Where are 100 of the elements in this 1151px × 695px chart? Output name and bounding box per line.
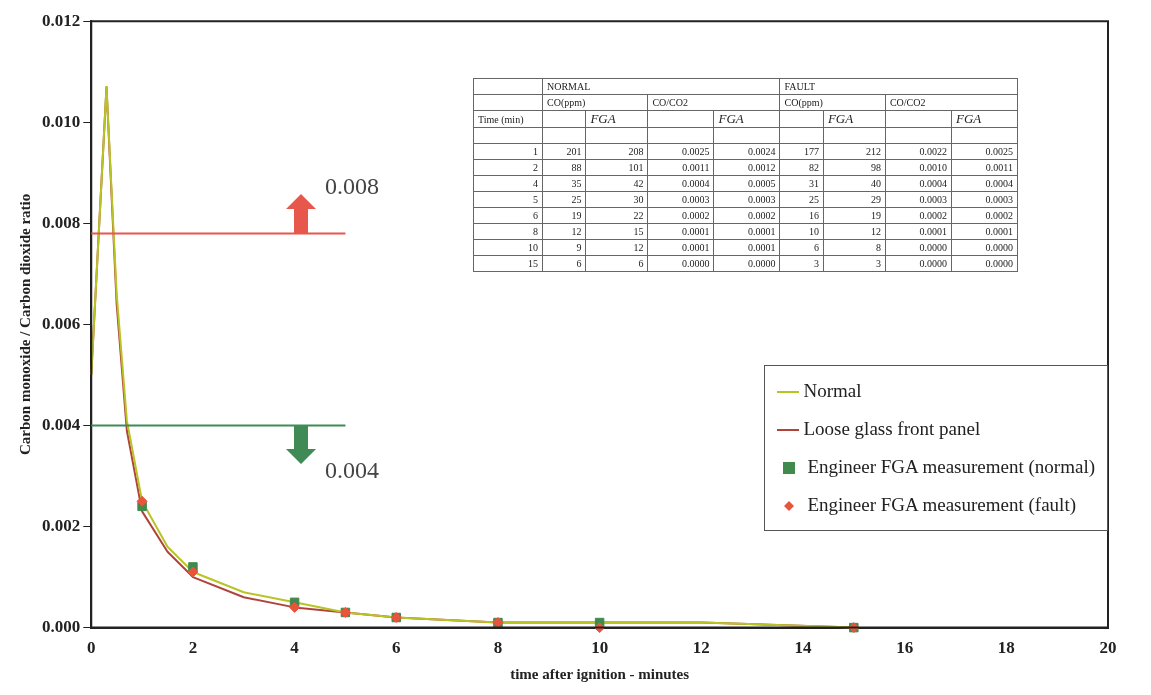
text: 0.0003 (985, 194, 1013, 205)
category-label: FGA (951, 110, 1018, 128)
text: 0.0002 (985, 210, 1013, 221)
text: 101 (628, 162, 644, 173)
text: 25 (808, 194, 819, 205)
text: 0.0002 (747, 210, 776, 221)
text: 10 (808, 226, 819, 237)
x-tick-label: 8 (493, 638, 503, 658)
text: 22 (633, 210, 644, 221)
text: 0.0003 (919, 194, 947, 205)
x-tick-label: 2 (188, 638, 198, 658)
x-tick-label: 10 (591, 638, 609, 658)
text: 0.0000 (747, 258, 776, 269)
y-axis-title: Carbon monoxide / Carbon dioxide ratio (16, 193, 33, 456)
x-tick-label: 12 (692, 638, 710, 658)
x-axis-title: time after ignition - minutes (510, 665, 690, 682)
text: 88 (571, 162, 582, 173)
text: 35 (571, 178, 582, 189)
text: 177 (803, 146, 819, 157)
text: 0.0004 (681, 178, 710, 189)
text: 0.0025 (985, 146, 1013, 157)
text: 0.0011 (682, 162, 710, 173)
x-tick-label: 16 (896, 638, 914, 658)
text: 0.0000 (919, 258, 947, 269)
text: 6 (576, 258, 582, 269)
ref-line-label: 0.008 (325, 172, 380, 199)
legend-label: Loose glass front panel (802, 416, 982, 441)
annotation: Time (min) (473, 110, 543, 128)
text: 0.0025 (681, 146, 710, 157)
text: 9 (576, 242, 582, 253)
text: 0.0004 (919, 178, 947, 189)
category-label: 6 (638, 258, 644, 269)
x-tick-label: 4 (290, 638, 300, 658)
text: 31 (808, 178, 819, 189)
text: 0.0002 (681, 210, 710, 221)
text: 25 (571, 194, 582, 205)
category-label: 1 (533, 146, 538, 157)
text: 0.0003 (681, 194, 710, 205)
annotation: NORMAL (542, 78, 780, 95)
text: 208 (628, 146, 644, 157)
x-tick-label: 20 (1099, 638, 1117, 658)
text: 0.0001 (747, 226, 776, 237)
annotation: CO(ppm) (542, 94, 648, 111)
text: 19 (870, 210, 881, 221)
text: 3 (875, 258, 881, 269)
annotation: FAULT (779, 78, 1018, 95)
text: 29 (870, 194, 881, 205)
text: 0.0012 (747, 162, 776, 173)
text: 12 (633, 242, 644, 253)
category-label: 8 (875, 242, 881, 253)
text: 3 (813, 258, 819, 269)
annotation: CO/CO2 (647, 94, 780, 111)
category-label: 4 (533, 178, 538, 189)
ref-line-label: 0.004 (325, 456, 380, 483)
text: 0.0005 (747, 178, 776, 189)
legend-label: Normal (802, 378, 863, 403)
x-tick-label: 0 (87, 638, 96, 658)
text: 0.0001 (985, 226, 1013, 237)
y-tick-label: 0.002 (42, 515, 81, 535)
y-tick-label: 0.006 (42, 313, 81, 333)
category-label: FGA (713, 110, 780, 128)
text: 82 (808, 162, 819, 173)
text: 0.0022 (919, 146, 947, 157)
text: 0.0002 (919, 210, 947, 221)
text: 12 (571, 226, 582, 237)
text: 6 (813, 242, 819, 253)
y-tick-label: 0.000 (42, 616, 81, 636)
category-label: 10 (528, 242, 538, 253)
text: 30 (633, 194, 644, 205)
text: 0.0000 (985, 242, 1013, 253)
text: 98 (870, 162, 881, 173)
text: 8 (533, 226, 538, 237)
text: 12 (870, 226, 881, 237)
text: 0.0001 (919, 226, 947, 237)
y-tick-label: 0.008 (42, 212, 81, 232)
text: 0.0000 (681, 258, 710, 269)
text: 0.0024 (747, 146, 776, 157)
category-label: 5 (533, 194, 538, 205)
category-label: 2 (533, 162, 538, 173)
text: 201 (566, 146, 582, 157)
text: 6 (533, 210, 538, 221)
text: 0.0011 (985, 162, 1013, 173)
category-label: FGA (823, 110, 886, 128)
text: 0.0001 (681, 242, 710, 253)
text: 0.0004 (985, 178, 1013, 189)
annotation: CO/CO2 (885, 94, 1018, 111)
text: 0.0001 (681, 226, 710, 237)
x-tick-label: 14 (794, 638, 812, 658)
y-tick-label: 0.004 (42, 414, 81, 434)
y-tick-label: 0.012 (42, 10, 81, 30)
text: 0.0000 (919, 242, 947, 253)
text: 16 (808, 210, 819, 221)
text: 15 (528, 258, 538, 269)
y-tick-label: 0.010 (42, 111, 81, 131)
category-label: 15 (633, 226, 644, 237)
text: 0.0001 (747, 242, 776, 253)
text: 212 (865, 146, 881, 157)
text: 0.0010 (919, 162, 947, 173)
text: 0.0003 (747, 194, 776, 205)
text: 40 (870, 178, 881, 189)
